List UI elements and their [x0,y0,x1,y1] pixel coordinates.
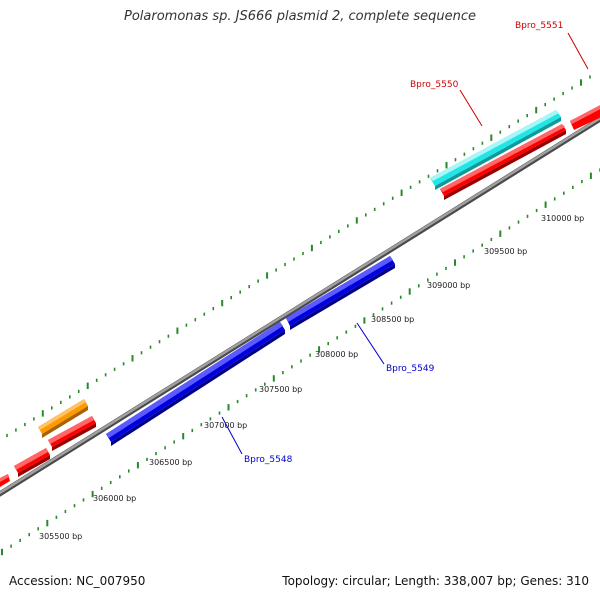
topology-summary-text: Topology: circular; Length: 338,007 bp; … [282,574,589,588]
gene-label-bpro-5551[interactable]: Bpro_5551 [515,21,563,31]
scale-label: 308000 bp [315,350,358,359]
scale-label: 306000 bp [93,494,136,503]
scale-label: 306500 bp [149,458,192,467]
gene-track [0,100,600,487]
gene-labels: Bpro_5551 Bpro_5550 Bpro_5549 Bpro_5548 [244,21,563,465]
gene-red-a[interactable] [440,124,566,200]
gene-orange[interactable] [38,399,88,438]
outer-tick-track [6,75,591,438]
scale-label: 307000 bp [204,421,247,430]
gene-red-c[interactable] [48,416,96,451]
gene-red-b[interactable] [570,100,600,130]
gene-blue-bpro-5549[interactable] [286,256,395,330]
gene-cyan-bpro-5550[interactable] [430,110,561,190]
gene-label-leaders [221,32,589,455]
accession-text: Accession: NC_007950 [9,574,146,588]
gene-label-bpro-5549[interactable]: Bpro_5549 [386,364,435,374]
scale-label: 310000 bp [541,214,584,223]
scale-label: 309500 bp [484,247,527,256]
gene-label-bpro-5550[interactable]: Bpro_5550 [410,80,459,90]
scale-label: 309000 bp [427,281,470,290]
sequence-backbone [0,116,600,497]
gene-red-d[interactable] [14,448,50,477]
gene-red-e[interactable] [0,474,10,487]
scale-labels: 305500 bp 306000 bp 306500 bp 307000 bp … [39,214,584,541]
gene-label-bpro-5548[interactable]: Bpro_5548 [244,455,293,465]
scale-label: 305500 bp [39,532,82,541]
scale-label: 308500 bp [371,315,414,324]
inner-tick-track [1,168,600,556]
gene-blue-bpro-5548[interactable] [106,322,285,446]
scale-label: 307500 bp [259,385,302,394]
map-title: Polaromonas sp. JS666 plasmid 2, complet… [123,9,476,24]
